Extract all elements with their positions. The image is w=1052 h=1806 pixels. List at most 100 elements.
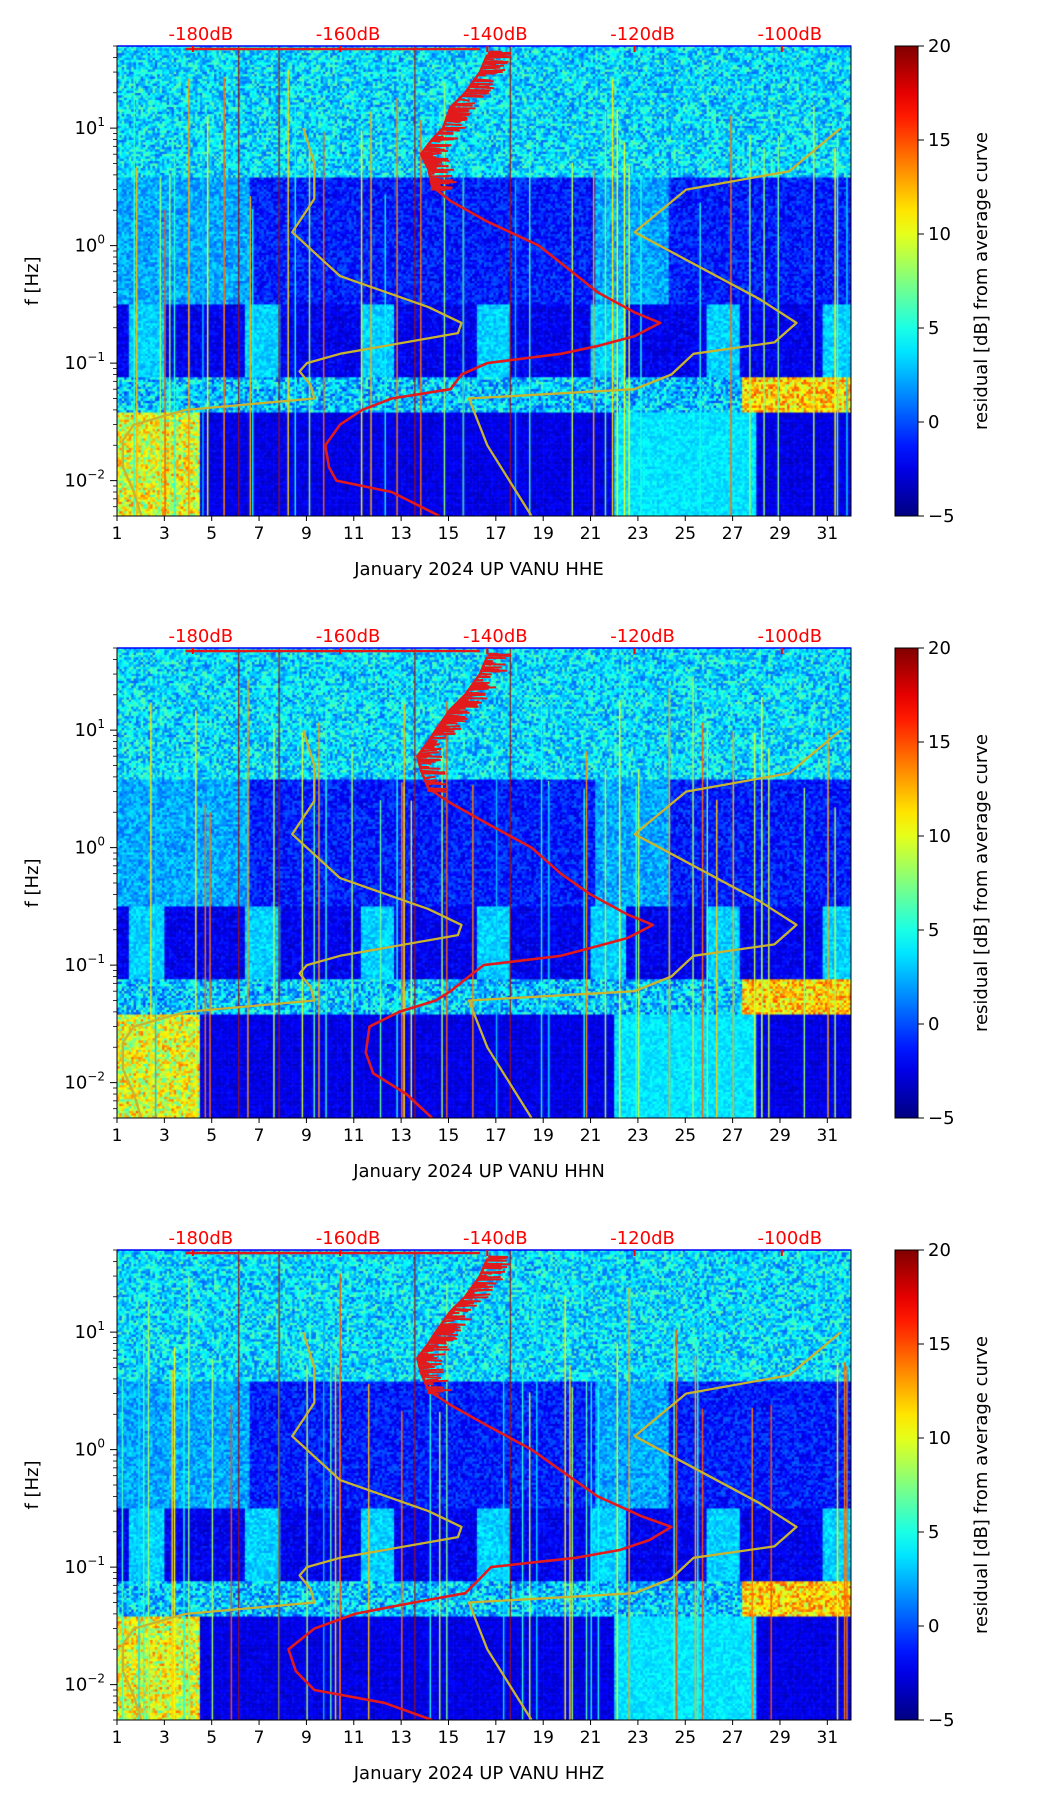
x-tick-label: 19 — [532, 524, 554, 544]
colorbar-tick-label: 15 — [928, 1334, 951, 1355]
colorbar-tick-label: 15 — [928, 732, 951, 753]
y-tick-label: 101 — [74, 1319, 105, 1343]
top-axis-label: -100dB — [757, 626, 822, 647]
y-tick-label: 101 — [74, 115, 105, 139]
top-axis-label: -120dB — [610, 1228, 675, 1249]
top-axis-label: -120dB — [610, 626, 675, 647]
x-tick-label: 27 — [722, 1126, 744, 1146]
x-tick-label: 13 — [390, 1728, 412, 1748]
colorbar-tick-label: −5 — [928, 506, 955, 527]
y-tick-label: 100 — [74, 233, 105, 257]
x-tick-label: 11 — [343, 524, 365, 544]
x-tick-label: 21 — [580, 1126, 602, 1146]
x-tick-label: 21 — [580, 524, 602, 544]
spectrogram-image — [117, 1250, 851, 1720]
x-tick-label: 19 — [532, 1126, 554, 1146]
top-axis-label: -180dB — [169, 626, 234, 647]
x-tick-label: 13 — [390, 1126, 412, 1146]
colorbar-tick-label: −5 — [928, 1710, 955, 1731]
colorbar — [894, 45, 919, 517]
x-tick-label: 1 — [112, 524, 123, 544]
x-tick-label: 3 — [159, 1728, 170, 1748]
x-tick-label: 17 — [485, 1126, 507, 1146]
top-axis-label: -120dB — [610, 24, 675, 45]
top-axis-label: -140dB — [463, 24, 528, 45]
spectrogram-image — [117, 648, 851, 1118]
x-tick-label: 25 — [674, 1728, 696, 1748]
x-tick-label: 19 — [532, 1728, 554, 1748]
colorbar-tick-label: −5 — [928, 1108, 955, 1129]
colorbar-tick-label: 10 — [928, 224, 951, 245]
x-tick-label: 21 — [580, 1728, 602, 1748]
x-tick-label: 5 — [206, 524, 217, 544]
colorbar — [894, 647, 919, 1119]
average-curve-scatter — [417, 1255, 511, 1396]
noise-model-low-line — [121, 127, 463, 516]
noise-model-high-line — [467, 729, 842, 1118]
x-tick-label: 25 — [674, 1126, 696, 1146]
x-tick-label: 31 — [817, 1728, 839, 1748]
x-tick-label: 23 — [627, 1126, 649, 1146]
top-axis-label: -140dB — [463, 626, 528, 647]
noise-model-low-line — [121, 729, 463, 1118]
average-curve-scatter — [421, 50, 512, 192]
colorbar-tick-label: 0 — [928, 1014, 939, 1035]
spectrogram-panel-hhz: 1 3 5 7 9 11 13 15 17 19 21 23 25 27 29 31 January 2024 … — [0, 1204, 1052, 1806]
x-axis-label: January 2024 UP VANU HHE — [353, 559, 604, 580]
colorbar-tick-label: 20 — [928, 36, 951, 57]
colorbar-tick-label: 5 — [928, 318, 939, 339]
average-curve-line — [287, 1258, 673, 1720]
colorbar-tick-label: 15 — [928, 130, 951, 151]
x-tick-label: 7 — [254, 1126, 265, 1146]
noise-model-high-line — [467, 127, 842, 516]
y-tick-label: 10−1 — [64, 350, 105, 374]
x-tick-label: 17 — [485, 524, 507, 544]
x-tick-label: 11 — [343, 1728, 365, 1748]
x-tick-label: 5 — [206, 1728, 217, 1748]
top-axis-label: -180dB — [169, 24, 234, 45]
x-tick-label: 9 — [301, 1728, 312, 1748]
x-tick-label: 23 — [627, 524, 649, 544]
x-tick-label: 17 — [485, 1728, 507, 1748]
x-tick-label: 27 — [722, 1728, 744, 1748]
colorbar-label: residual [dB] from average curve — [971, 132, 992, 430]
x-tick-label: 11 — [343, 1126, 365, 1146]
colorbar — [894, 1249, 919, 1721]
colorbar-tick-label: 10 — [928, 826, 951, 847]
top-axis-label: -140dB — [463, 1228, 528, 1249]
y-tick-label: 100 — [74, 835, 105, 859]
y-tick-label: 10−2 — [64, 468, 105, 492]
top-axis-label: -180dB — [169, 1228, 234, 1249]
y-tick-label: 10−2 — [64, 1070, 105, 1094]
spectrogram-panel-hhn: 1 3 5 7 9 11 13 15 17 19 21 23 25 27 29 31 January 2024 … — [0, 602, 1052, 1204]
x-tick-label: 23 — [627, 1728, 649, 1748]
average-curve-scatter — [417, 652, 512, 793]
x-tick-label: 1 — [112, 1126, 123, 1146]
spectrogram-panel-hhe: 1 3 5 7 9 11 13 15 17 19 21 23 25 27 29 31 January 2024 … — [0, 0, 1052, 602]
colorbar-tick-label: 20 — [928, 638, 951, 659]
colorbar-tick-label: 5 — [928, 1522, 939, 1543]
x-axis-label: January 2024 UP VANU HHZ — [353, 1763, 604, 1784]
y-tick-label: 100 — [74, 1437, 105, 1461]
top-axis-label: -100dB — [757, 24, 822, 45]
y-tick-label: 10−1 — [64, 1554, 105, 1578]
top-axis-label: -160dB — [316, 24, 381, 45]
top-axis-label: -100dB — [757, 1228, 822, 1249]
spectrogram-image — [117, 46, 851, 516]
x-tick-label: 29 — [769, 524, 791, 544]
noise-model-high-line — [467, 1331, 842, 1720]
colorbar-tick-label: 0 — [928, 1616, 939, 1637]
y-axis-label: f [Hz] — [22, 858, 43, 907]
y-tick-label: 10−1 — [64, 952, 105, 976]
x-tick-label: 31 — [817, 524, 839, 544]
top-axis-label: -160dB — [316, 1228, 381, 1249]
colorbar-tick-label: 0 — [928, 412, 939, 433]
x-tick-label: 9 — [301, 524, 312, 544]
x-tick-label: 15 — [438, 1126, 460, 1146]
colorbar-label: residual [dB] from average curve — [971, 734, 992, 1032]
x-tick-label: 3 — [159, 524, 170, 544]
y-tick-label: 101 — [74, 717, 105, 741]
